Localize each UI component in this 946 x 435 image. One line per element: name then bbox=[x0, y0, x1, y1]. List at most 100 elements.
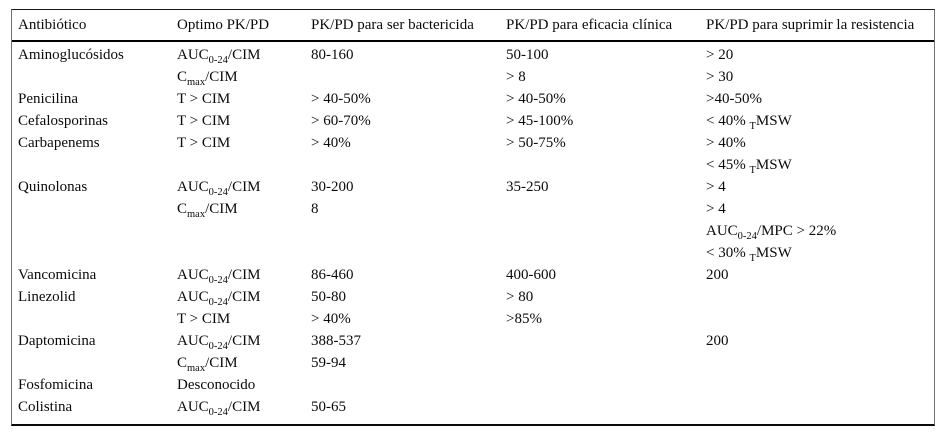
table-cell bbox=[706, 352, 934, 374]
table-cell: > 40-50% bbox=[506, 90, 566, 107]
table-cell bbox=[706, 396, 934, 418]
table-cell: AUC0-24/MPC > 22% bbox=[706, 222, 837, 242]
table-cell: > 40-50% bbox=[311, 90, 371, 107]
table-cell: > 40% bbox=[706, 134, 746, 151]
table-cell: < 40% TMSW bbox=[706, 112, 792, 132]
table-cell: > 8 bbox=[506, 68, 526, 85]
table-cell bbox=[311, 242, 506, 264]
table-header-row: Antibiótico Optimo PK/PD PK/PD para ser … bbox=[12, 10, 934, 42]
column-header-antibiotico: Antibiótico bbox=[12, 10, 177, 42]
table-cell bbox=[177, 242, 311, 264]
table-cell bbox=[177, 154, 311, 176]
table-cell: Aminoglucósidos bbox=[18, 46, 124, 63]
table-cell bbox=[506, 198, 706, 220]
table-cell: < 30% TMSW bbox=[706, 244, 792, 264]
table-row: Colistina AUC0-24/CIM 50-65 bbox=[12, 396, 934, 418]
table-cell: Cmax/CIM bbox=[177, 200, 238, 220]
table-cell bbox=[311, 220, 506, 242]
table-cell: T > CIM bbox=[177, 310, 231, 327]
table-cell: Vancomicina bbox=[18, 266, 97, 283]
table-cell: > 50-75% bbox=[506, 134, 566, 151]
table-row: Cmax/CIM 8 > 4 bbox=[12, 198, 934, 220]
table-cell bbox=[177, 220, 311, 242]
table-cell: > 4 bbox=[706, 200, 726, 217]
table-cell: Cefalosporinas bbox=[18, 112, 108, 129]
table-cell: Carbapenems bbox=[18, 134, 100, 151]
table-cell bbox=[506, 396, 706, 418]
column-header-pkpd-eficacia-clinica: PK/PD para eficacia clínica bbox=[506, 10, 706, 42]
table-cell: Fosfomicina bbox=[18, 376, 93, 393]
table-cell: 200 bbox=[706, 332, 729, 349]
table-cell: Cmax/CIM bbox=[177, 68, 238, 88]
table-cell: >40-50% bbox=[706, 90, 762, 107]
table-cell: AUC0-24/CIM bbox=[177, 288, 261, 308]
table-row: Cmax/CIM > 8 > 30 bbox=[12, 66, 934, 88]
table-cell: AUC0-24/CIM bbox=[177, 46, 261, 66]
table-row: Cefalosporinas T > CIM > 60-70% > 45-100% < … bbox=[12, 110, 934, 132]
table-body: Aminoglucósidos AUC0-24/CIM 80-160 50-100 > … bbox=[12, 41, 934, 418]
table-cell bbox=[12, 154, 177, 176]
table-cell: AUC0-24/CIM bbox=[177, 266, 261, 286]
table-cell: > 30 bbox=[706, 68, 734, 85]
table-cell bbox=[12, 242, 177, 264]
table-row: Penicilina T > CIM > 40-50% > 40-50% >40-50% bbox=[12, 88, 934, 110]
table-cell: 50-80 bbox=[311, 288, 346, 305]
table-cell: Daptomicina bbox=[18, 332, 96, 349]
table-cell: AUC0-24/CIM bbox=[177, 178, 261, 198]
pkpd-table-frame: Antibiótico Optimo PK/PD PK/PD para ser … bbox=[11, 9, 935, 426]
column-header-optimo-pkpd: Optimo PK/PD bbox=[177, 10, 311, 42]
table-cell: > 40% bbox=[311, 134, 351, 151]
table-cell bbox=[706, 286, 934, 308]
table-row: Linezolid AUC0-24/CIM 50-80 > 80 bbox=[12, 286, 934, 308]
table-cell bbox=[12, 352, 177, 374]
table-cell bbox=[706, 308, 934, 330]
table-cell: > 20 bbox=[706, 46, 734, 63]
table-cell bbox=[506, 330, 706, 352]
table-cell bbox=[506, 220, 706, 242]
table-cell: 30-200 bbox=[311, 178, 354, 195]
table-row: < 30% TMSW bbox=[12, 242, 934, 264]
table-row: Quinolonas AUC0-24/CIM 30-200 35-250 > 4 bbox=[12, 176, 934, 198]
table-cell: 86-460 bbox=[311, 266, 354, 283]
table-cell bbox=[506, 374, 706, 396]
table-cell: > 60-70% bbox=[311, 112, 371, 129]
table-row: AUC0-24/MPC > 22% bbox=[12, 220, 934, 242]
table-cell bbox=[12, 66, 177, 88]
table-cell: 388-537 bbox=[311, 332, 361, 349]
table-cell: 50-100 bbox=[506, 46, 549, 63]
table-cell: > 45-100% bbox=[506, 112, 574, 129]
table-cell: 80-160 bbox=[311, 46, 354, 63]
table-cell: < 45% TMSW bbox=[706, 156, 792, 176]
table-cell bbox=[506, 154, 706, 176]
table-cell: >85% bbox=[506, 310, 542, 327]
table-cell bbox=[12, 308, 177, 330]
table-cell: > 40% bbox=[311, 310, 351, 327]
table-row: Carbapenems T > CIM > 40% > 50-75% > 40% bbox=[12, 132, 934, 154]
table-cell bbox=[12, 198, 177, 220]
table-cell: Cmax/CIM bbox=[177, 354, 238, 374]
table-row: < 45% TMSW bbox=[12, 154, 934, 176]
table-cell: 50-65 bbox=[311, 398, 346, 415]
table-cell bbox=[311, 154, 506, 176]
table-row: Fosfomicina Desconocido bbox=[12, 374, 934, 396]
table-row: T > CIM > 40% >85% bbox=[12, 308, 934, 330]
table-cell: AUC0-24/CIM bbox=[177, 398, 261, 418]
table-cell bbox=[12, 220, 177, 242]
table-cell: 8 bbox=[311, 200, 319, 217]
table-cell: Desconocido bbox=[177, 376, 256, 393]
table-cell: 35-250 bbox=[506, 178, 549, 195]
table-cell: Colistina bbox=[18, 398, 73, 415]
table-row: Aminoglucósidos AUC0-24/CIM 80-160 50-100 > … bbox=[12, 41, 934, 66]
table-cell bbox=[706, 374, 934, 396]
table-cell: Penicilina bbox=[18, 90, 78, 107]
table-cell: 200 bbox=[706, 266, 729, 283]
table-cell: AUC0-24/CIM bbox=[177, 332, 261, 352]
column-header-pkpd-suprimir-resistencia: PK/PD para suprimir la resistencia bbox=[706, 10, 934, 42]
table-cell: T > CIM bbox=[177, 134, 231, 151]
table-row: Vancomicina AUC0-24/CIM 86-460 400-600 200 bbox=[12, 264, 934, 286]
table-cell: > 4 bbox=[706, 178, 726, 195]
table-row: Cmax/CIM 59-94 bbox=[12, 352, 934, 374]
pkpd-table: Antibiótico Optimo PK/PD PK/PD para ser … bbox=[12, 10, 934, 418]
table-row: Daptomicina AUC0-24/CIM 388-537 200 bbox=[12, 330, 934, 352]
table-cell: Quinolonas bbox=[18, 178, 88, 195]
